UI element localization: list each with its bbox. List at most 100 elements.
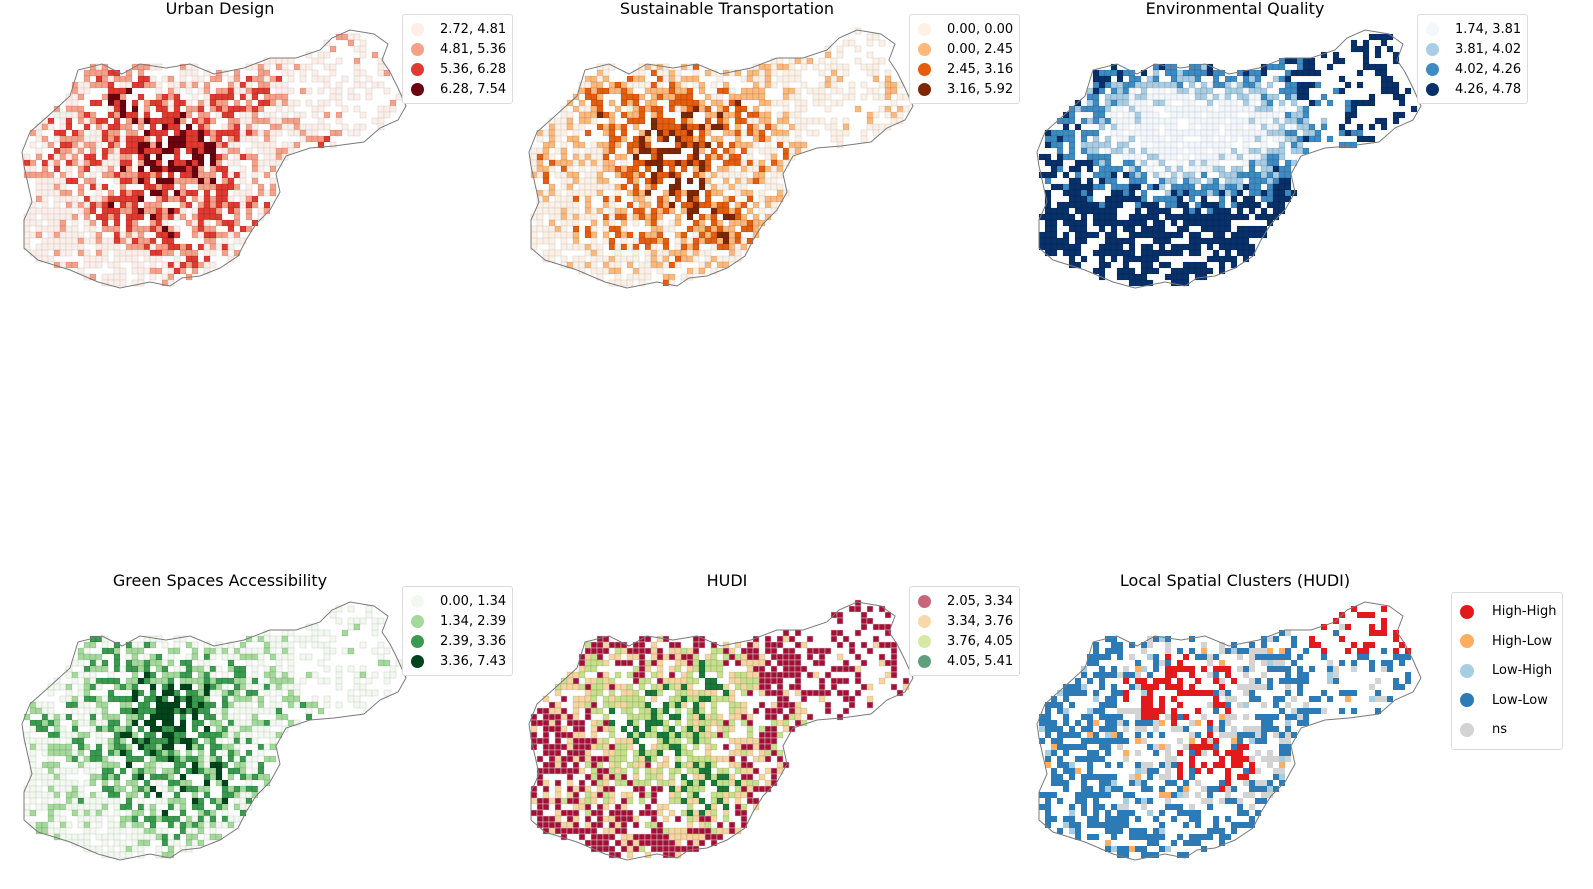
grid-cell — [638, 713, 646, 721]
grid-cell — [1242, 87, 1250, 95]
grid-cell — [305, 671, 313, 679]
grid-cell — [191, 815, 199, 823]
grid-cell — [263, 677, 271, 685]
grid-cell — [131, 719, 139, 727]
grid-cell — [1116, 93, 1124, 101]
grid-cell — [638, 207, 646, 215]
grid-cell — [644, 207, 652, 215]
grid-cell — [1242, 147, 1250, 155]
grid-cell — [305, 713, 313, 721]
grid-cell — [143, 719, 151, 727]
grid-cell — [842, 659, 850, 667]
grid-cell — [47, 189, 55, 197]
grid-cell — [1140, 87, 1148, 95]
grid-cell — [149, 273, 157, 281]
grid-cell — [317, 117, 325, 125]
grid-cell — [746, 207, 754, 215]
grid-cell — [1176, 267, 1184, 275]
grid-cell — [197, 123, 205, 131]
grid-cell — [125, 743, 133, 751]
grid-cell — [1374, 45, 1382, 53]
grid-cell — [125, 761, 133, 769]
grid-cell — [59, 767, 67, 775]
grid-cell — [149, 773, 157, 781]
grid-cell — [1110, 99, 1118, 107]
grid-cell — [794, 129, 802, 137]
legend-label: 4.26, 4.78 — [1455, 81, 1522, 97]
grid-cell — [149, 123, 157, 131]
grid-cell — [23, 219, 31, 227]
grid-cell — [728, 671, 736, 679]
grid-cell — [197, 695, 205, 703]
grid-cell — [41, 225, 49, 233]
legend-swatch — [411, 82, 424, 96]
grid-cell — [542, 713, 550, 721]
grid-cell — [1080, 255, 1088, 263]
grid-cell — [179, 737, 187, 745]
grid-cell — [560, 231, 568, 239]
grid-cell — [704, 249, 712, 257]
grid-cell — [632, 81, 640, 89]
grid-cell — [227, 695, 235, 703]
grid-cell — [227, 731, 235, 739]
grid-cell — [1092, 249, 1100, 257]
grid-cell — [806, 129, 814, 137]
grid-cell — [584, 701, 592, 709]
grid-cell — [185, 177, 193, 185]
grid-cell — [590, 225, 598, 233]
grid-cell — [638, 75, 646, 83]
grid-cell — [1152, 153, 1160, 161]
grid-cell — [764, 141, 772, 149]
grid-cell — [1212, 231, 1220, 239]
grid-cell — [83, 755, 91, 763]
grid-cell — [161, 105, 169, 113]
grid-cell — [566, 195, 574, 203]
grid-cell — [89, 779, 97, 787]
grid-cell — [65, 189, 73, 197]
grid-cell — [602, 225, 610, 233]
grid-cell — [770, 63, 778, 71]
grid-cell — [65, 147, 73, 155]
grid-cell — [119, 87, 127, 95]
grid-cell — [257, 159, 265, 167]
grid-cell — [221, 713, 229, 721]
grid-cell — [149, 147, 157, 155]
grid-cell — [590, 647, 598, 655]
grid-cell — [185, 81, 193, 89]
grid-cell — [884, 671, 892, 679]
grid-cell — [149, 117, 157, 125]
grid-cell — [1116, 147, 1124, 155]
grid-cell — [668, 695, 676, 703]
grid-cell — [578, 665, 586, 673]
grid-cell — [716, 135, 724, 143]
grid-cell — [1380, 75, 1388, 83]
grid-cell — [41, 207, 49, 215]
grid-cell — [710, 183, 718, 191]
grid-cell — [317, 641, 325, 649]
grid-cell — [560, 171, 568, 179]
grid-cell — [191, 219, 199, 227]
grid-cell — [602, 641, 610, 649]
grid-cell — [1086, 165, 1094, 173]
grid-cell — [1104, 147, 1112, 155]
grid-cell — [1176, 201, 1184, 209]
grid-cell — [584, 93, 592, 101]
grid-cell — [173, 111, 181, 119]
grid-cell — [197, 665, 205, 673]
grid-cell — [1134, 117, 1142, 125]
grid-cell — [197, 689, 205, 697]
grid-cell — [233, 731, 241, 739]
grid-cell — [1230, 81, 1238, 89]
grid-cell — [590, 75, 598, 83]
grid-cell — [125, 195, 133, 203]
grid-cell — [716, 665, 724, 673]
grid-cell — [239, 677, 247, 685]
grid-cell — [107, 725, 115, 733]
grid-cell — [1224, 255, 1232, 263]
grid-cell — [353, 123, 361, 131]
grid-cell — [131, 695, 139, 703]
grid-cell — [215, 761, 223, 769]
grid-cell — [221, 809, 229, 817]
grid-cell — [1158, 99, 1166, 107]
grid-cell — [752, 683, 760, 691]
